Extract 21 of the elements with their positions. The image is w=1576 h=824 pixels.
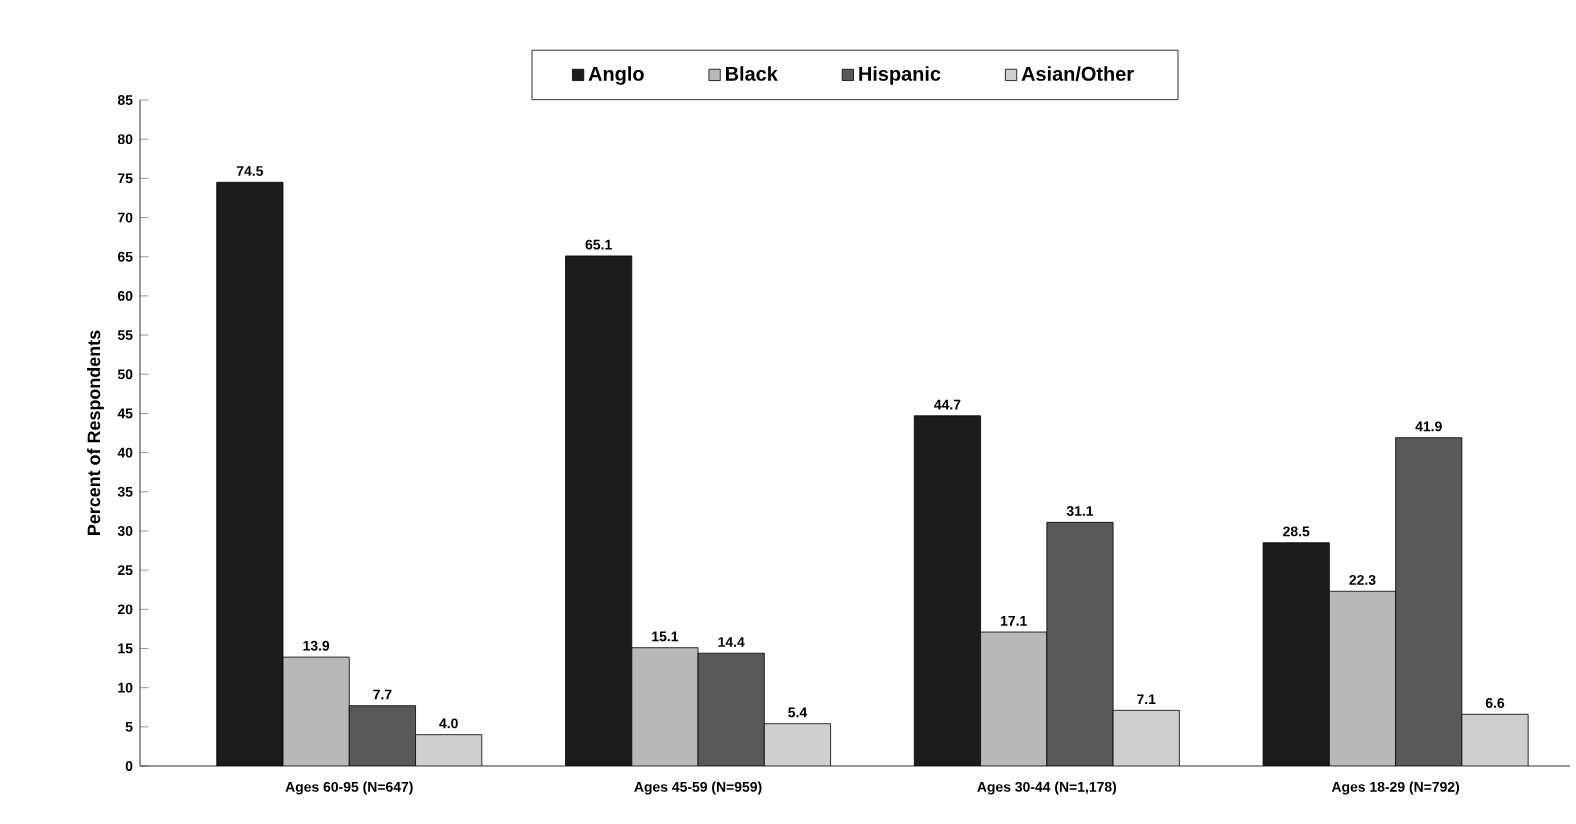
bar xyxy=(914,415,981,766)
bar xyxy=(631,647,699,766)
y-axis-title: Percent of Respondents xyxy=(87,330,104,535)
bar xyxy=(1328,590,1397,766)
bar xyxy=(1461,713,1529,766)
bar xyxy=(565,255,632,766)
legend-label: Anglo xyxy=(588,66,644,85)
legend-label: Hispanic xyxy=(859,66,941,85)
legend-label: Black xyxy=(726,66,778,81)
bar xyxy=(980,632,1047,766)
bar xyxy=(1046,522,1114,766)
bar xyxy=(1395,437,1463,766)
bar xyxy=(1262,542,1330,766)
bar xyxy=(349,705,416,766)
bar xyxy=(698,653,765,766)
legend-label: Asian/Other xyxy=(1021,66,1134,82)
bar xyxy=(216,182,283,766)
bar xyxy=(283,657,350,766)
bar xyxy=(764,723,831,766)
bar xyxy=(1113,710,1180,766)
bar xyxy=(415,734,482,766)
